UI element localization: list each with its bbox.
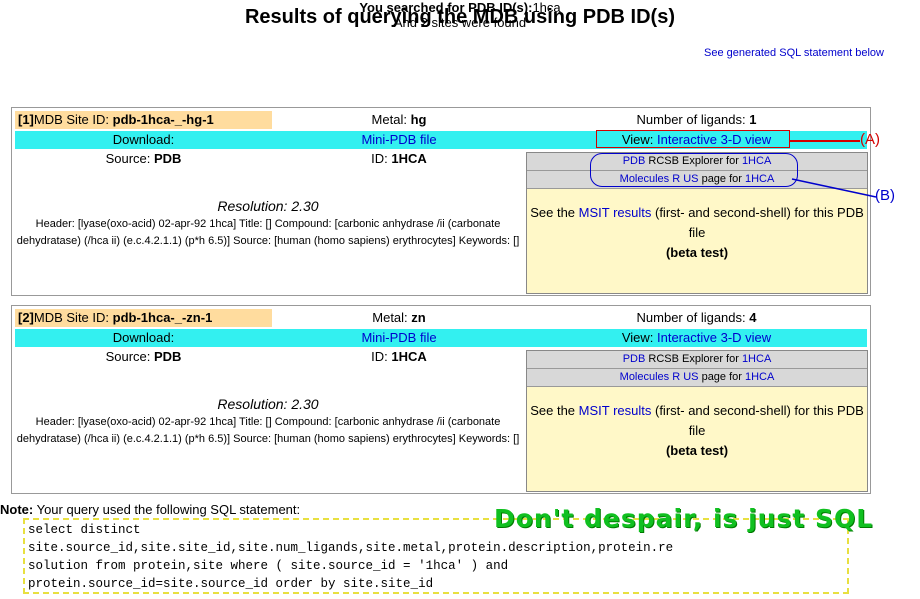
header-text: Header: [lyase(oxo-acid) 02-apr-92 1hca]… xyxy=(16,218,520,247)
annotation-a-line xyxy=(790,140,860,142)
external-links-box: PDB RCSB Explorer for 1HCA Molecules R U… xyxy=(526,350,868,492)
resolution: Resolution: 2.30 xyxy=(217,198,319,214)
rcsb-row: PDB RCSB Explorer for 1HCA xyxy=(527,351,867,369)
annotation-a-label: (A) xyxy=(860,131,880,148)
pdb-id-label: ID: xyxy=(371,151,392,166)
rcsb-id-link[interactable]: 1HCA xyxy=(741,155,772,167)
rcsb-text: RCSB Explorer for xyxy=(645,155,742,167)
pdb-id-label: ID: xyxy=(371,349,392,364)
mrus-id-link[interactable]: 1HCA xyxy=(745,173,775,185)
download-row: Download: Mini-PDB file View: Interactiv… xyxy=(15,329,867,347)
site-id-label: MDB Site ID: xyxy=(33,112,113,127)
msit-box: See the MSIT results (first- and second-… xyxy=(527,189,867,293)
resolution-block: Resolution: 2.30 Header: [lyase(oxo-acid… xyxy=(15,196,521,250)
note-text: Your query used the following SQL statem… xyxy=(33,502,301,517)
site-index: [1] xyxy=(18,112,34,127)
metal-cell: Metal: hg xyxy=(273,111,525,129)
header-text: Header: [lyase(oxo-acid) 02-apr-92 1hca]… xyxy=(16,416,520,445)
mrus-row: Molecules R US page for 1HCA xyxy=(527,171,867,189)
rcsb-id-link[interactable]: 1HCA xyxy=(741,353,772,365)
sql-callout: Don't despair, is just SQL xyxy=(494,504,874,533)
annotation-a-box xyxy=(596,130,790,148)
site-id-cell: [2]MDB Site ID: pdb-1hca-_-zn-1 xyxy=(15,309,272,327)
sql-note: Note: Your query used the following SQL … xyxy=(0,502,300,517)
beta-test-label: (beta test) xyxy=(665,245,729,260)
found-count: And 2 sites were found xyxy=(393,15,527,30)
ligands-label: Number of ligands: xyxy=(636,112,750,127)
annotation-b-label: (B) xyxy=(875,187,895,204)
metal-label: Metal: xyxy=(371,112,411,127)
view-label: View: xyxy=(621,330,657,345)
rcsb-row: PDB RCSB Explorer for 1HCA xyxy=(527,153,867,171)
annotation-b-line xyxy=(791,178,877,198)
site-id: pdb-1hca-_-hg-1 xyxy=(112,112,214,127)
pdb-id-value: 1HCA xyxy=(391,349,427,364)
source-label: Source: xyxy=(105,349,154,364)
source-label: Source: xyxy=(105,151,154,166)
searched-label: You searched for PDB ID(s): xyxy=(359,0,533,15)
mrus-text: page for xyxy=(698,371,745,383)
pdb-link[interactable]: PDB xyxy=(622,353,646,365)
mrus-id-link[interactable]: 1HCA xyxy=(745,371,775,383)
site-header-row: [2]MDB Site ID: pdb-1hca-_-zn-1 Metal: z… xyxy=(15,309,867,327)
site-id-cell: [1]MDB Site ID: pdb-1hca-_-hg-1 xyxy=(15,111,272,129)
see-sql-link[interactable]: See generated SQL statement below xyxy=(704,47,884,59)
sql-box xyxy=(23,518,849,594)
msit-post: (first- and second-shell) for this PDB f… xyxy=(651,205,864,240)
msit-post: (first- and second-shell) for this PDB f… xyxy=(651,403,864,438)
pdb-link[interactable]: PDB xyxy=(622,155,646,167)
resolution: Resolution: 2.30 xyxy=(217,396,319,412)
molecules-r-us-link[interactable]: Molecules R US xyxy=(619,173,699,185)
pdb-id-value: 1HCA xyxy=(391,151,427,166)
msit-box: See the MSIT results (first- and second-… xyxy=(527,387,867,491)
note-label: Note: xyxy=(0,502,34,517)
site-card-2: [2]MDB Site ID: pdb-1hca-_-zn-1 Metal: z… xyxy=(11,305,871,494)
metal-cell: Metal: zn xyxy=(273,309,525,327)
source-row: Source: PDB ID: 1HCA xyxy=(15,348,867,366)
download-label: Download: xyxy=(112,132,175,147)
mini-pdb-link[interactable]: Mini-PDB file xyxy=(361,132,437,147)
molecules-r-us-link[interactable]: Molecules R US xyxy=(619,371,699,383)
msit-pre: See the xyxy=(530,403,579,418)
site-index: [2] xyxy=(18,310,34,325)
metal-value: zn xyxy=(411,310,426,325)
mrus-row: Molecules R US page for 1HCA xyxy=(527,369,867,387)
source-value: PDB xyxy=(153,151,182,166)
view-label: View: xyxy=(621,132,657,147)
searched-value: 1hca xyxy=(532,0,561,15)
ligands-value: 1 xyxy=(749,112,757,127)
mrus-text: page for xyxy=(698,173,745,185)
rcsb-text: RCSB Explorer for xyxy=(645,353,742,365)
resolution-block: Resolution: 2.30 Header: [lyase(oxo-acid… xyxy=(15,394,521,448)
ligands-value: 4 xyxy=(749,310,757,325)
sql-statement: select distinct site.source_id,site.site… xyxy=(28,523,674,591)
site-header-row: [1]MDB Site ID: pdb-1hca-_-hg-1 Metal: h… xyxy=(15,111,867,129)
mini-pdb-link[interactable]: Mini-PDB file xyxy=(361,330,437,345)
msit-results-link[interactable]: MSIT results xyxy=(578,403,652,418)
metal-label: Metal: xyxy=(372,310,412,325)
site-id: pdb-1hca-_-zn-1 xyxy=(112,310,213,325)
search-summary: You searched for PDB ID(s):1hca xyxy=(0,0,920,15)
msit-pre: See the xyxy=(530,205,579,220)
external-links-box: PDB RCSB Explorer for 1HCA Molecules R U… xyxy=(526,152,868,294)
source-row: Source: PDB ID: 1HCA xyxy=(15,150,867,168)
site-id-label: MDB Site ID: xyxy=(33,310,113,325)
ligands-cell: Number of ligands: 4 xyxy=(526,309,867,327)
metal-value: hg xyxy=(410,112,427,127)
msit-results-link[interactable]: MSIT results xyxy=(578,205,652,220)
beta-test-label: (beta test) xyxy=(665,443,729,458)
page-title: Results of querying the MDB using PDB ID… xyxy=(244,6,676,28)
interactive-3d-view-link[interactable]: Interactive 3-D view xyxy=(657,132,772,147)
annotation-b-oval xyxy=(590,153,798,187)
download-row: Download: Mini-PDB file View: Interactiv… xyxy=(15,131,867,149)
site-card-1: [1]MDB Site ID: pdb-1hca-_-hg-1 Metal: h… xyxy=(11,107,871,296)
source-value: PDB xyxy=(153,349,182,364)
interactive-3d-view-link[interactable]: Interactive 3-D view xyxy=(657,330,772,345)
download-label: Download: xyxy=(112,330,175,345)
ligands-cell: Number of ligands: 1 xyxy=(526,111,867,129)
ligands-label: Number of ligands: xyxy=(636,310,750,325)
